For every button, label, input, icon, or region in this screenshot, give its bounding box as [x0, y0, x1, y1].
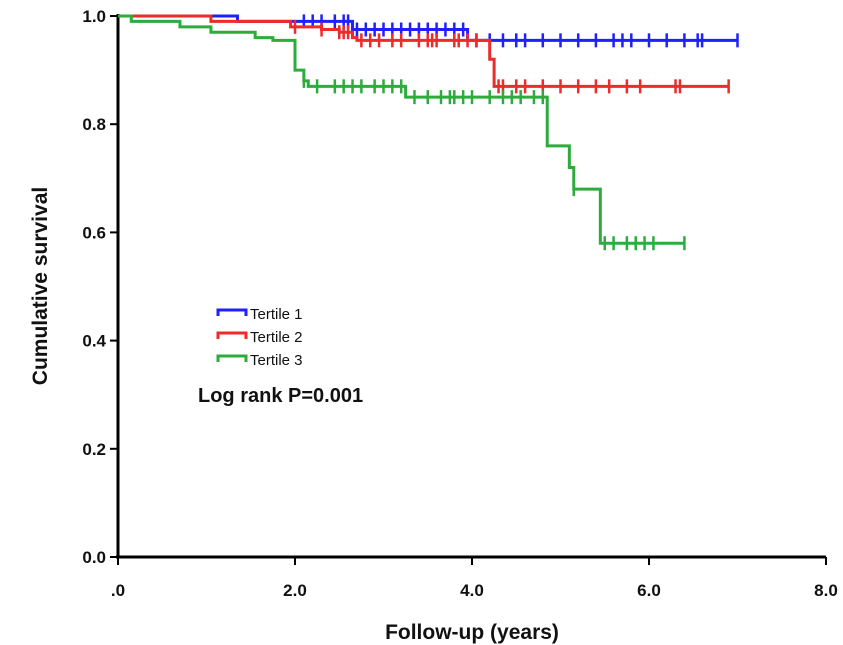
survival-curve	[118, 14, 729, 88]
series-layer	[118, 14, 739, 251]
legend-swatch	[216, 354, 248, 362]
series-3	[118, 14, 686, 251]
legend-swatch	[216, 308, 248, 316]
legend-label: Tertile 1	[250, 306, 303, 323]
axes: 0.0 0.2 0.4 0.6 0.8 1.0 .0 2.0 4.0 6.0 8.0	[82, 7, 837, 600]
y-tick-label: 0.2	[82, 440, 106, 459]
series-2	[118, 14, 730, 94]
x-tick-label: 6.0	[637, 581, 661, 600]
legend-label: Tertile 3	[250, 352, 303, 369]
legend: Tertile 1 Tertile 2 Tertile 3	[216, 306, 303, 369]
x-tick-label: .0	[111, 581, 125, 600]
y-tick-label: 0.8	[82, 115, 106, 134]
tick-group: 0.0 0.2 0.4 0.6 0.8 1.0 .0 2.0 4.0 6.0 8.0	[82, 7, 837, 600]
x-tick-label: 4.0	[460, 581, 484, 600]
y-axis-title: Cumulative survival	[29, 187, 52, 385]
y-tick-label: 1.0	[82, 7, 106, 26]
x-tick-label: 8.0	[814, 581, 838, 600]
y-tick-label: 0.6	[82, 223, 106, 242]
legend-swatch	[216, 331, 248, 339]
y-tick-label: 0.4	[82, 332, 106, 351]
legend-label: Tertile 2	[250, 329, 303, 346]
x-axis-title: Follow-up (years)	[385, 621, 559, 644]
log-rank-annotation: Log rank P=0.001	[198, 385, 363, 407]
y-tick-label: 0.0	[82, 548, 106, 567]
survival-curve	[118, 14, 685, 245]
x-tick-label: 2.0	[283, 581, 307, 600]
